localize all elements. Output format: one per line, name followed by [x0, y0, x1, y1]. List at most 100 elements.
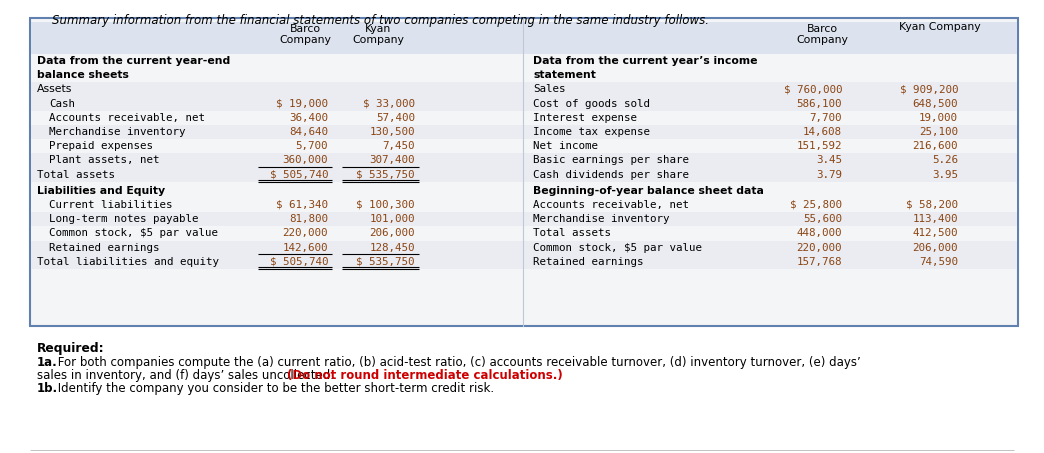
Text: Sales: Sales	[533, 84, 566, 94]
Text: Accounts receivable, net: Accounts receivable, net	[533, 200, 689, 210]
Text: $ 19,000: $ 19,000	[276, 99, 328, 109]
Text: Beginning-of-year balance sheet data: Beginning-of-year balance sheet data	[533, 186, 764, 196]
Text: 220,000: 220,000	[283, 228, 328, 238]
Text: Current liabilities: Current liabilities	[49, 200, 172, 210]
Text: balance sheets: balance sheets	[37, 70, 128, 80]
Text: 3.79: 3.79	[816, 169, 843, 179]
Text: $ 505,740: $ 505,740	[269, 257, 328, 267]
Bar	[31, 226, 1017, 241]
Text: Prepaid expenses: Prepaid expenses	[49, 141, 153, 151]
Text: 25,100: 25,100	[919, 127, 958, 137]
Text: Company: Company	[279, 35, 331, 45]
Text: $ 100,300: $ 100,300	[356, 200, 416, 210]
Text: 307,400: 307,400	[370, 155, 416, 165]
Text: Data from the current year’s income: Data from the current year’s income	[533, 56, 758, 66]
Text: Net income: Net income	[533, 141, 598, 151]
Text: Plant assets, net: Plant assets, net	[49, 155, 160, 165]
Text: Basic earnings per share: Basic earnings per share	[533, 155, 689, 165]
Text: Assets: Assets	[37, 84, 72, 94]
Text: Identify the company you consider to be the better short-term credit risk.: Identify the company you consider to be …	[54, 382, 494, 395]
Text: Company: Company	[352, 35, 404, 45]
Text: 74,590: 74,590	[919, 257, 958, 267]
Text: 130,500: 130,500	[370, 127, 416, 137]
Text: 57,400: 57,400	[376, 113, 416, 123]
Bar	[31, 125, 1017, 139]
Bar	[31, 241, 1017, 255]
Text: Required:: Required:	[37, 342, 104, 355]
Text: 448,000: 448,000	[797, 228, 843, 238]
Text: 360,000: 360,000	[283, 155, 328, 165]
Text: $ 909,200: $ 909,200	[900, 84, 958, 94]
Text: 113,400: 113,400	[912, 214, 958, 224]
Text: Kyan Company: Kyan Company	[899, 22, 980, 32]
Text: Retained earnings: Retained earnings	[533, 257, 643, 267]
Text: Interest expense: Interest expense	[533, 113, 637, 123]
Text: For both companies compute the (a) current ratio, (b) acid-test ratio, (c) accou: For both companies compute the (a) curre…	[54, 356, 860, 369]
Text: Common stock, $5 par value: Common stock, $5 par value	[49, 228, 218, 238]
Text: 1b.: 1b.	[37, 382, 58, 395]
Text: Cost of goods sold: Cost of goods sold	[533, 99, 650, 109]
Bar	[31, 184, 1017, 198]
Text: Common stock, $5 par value: Common stock, $5 par value	[533, 243, 702, 253]
Text: 5.26: 5.26	[932, 155, 958, 165]
Text: 55,600: 55,600	[803, 214, 843, 224]
Text: (Do not round intermediate calculations.): (Do not round intermediate calculations.…	[287, 369, 563, 382]
Bar	[31, 96, 1017, 111]
Text: $ 535,750: $ 535,750	[356, 169, 416, 179]
Text: $ 25,800: $ 25,800	[790, 200, 843, 210]
Text: 7,700: 7,700	[809, 113, 843, 123]
Text: Company: Company	[797, 35, 848, 45]
Text: 14,608: 14,608	[803, 127, 843, 137]
Text: 7,450: 7,450	[382, 141, 416, 151]
Text: 586,100: 586,100	[797, 99, 843, 109]
Text: Income tax expense: Income tax expense	[533, 127, 650, 137]
Text: 206,000: 206,000	[912, 243, 958, 253]
Text: 3.95: 3.95	[932, 169, 958, 179]
Text: Total assets: Total assets	[533, 228, 611, 238]
Bar	[31, 198, 1017, 212]
Text: 5,700: 5,700	[295, 141, 328, 151]
Text: sales in inventory, and (f) days’ sales uncollected.: sales in inventory, and (f) days’ sales …	[37, 369, 338, 382]
Text: 142,600: 142,600	[283, 243, 328, 253]
Text: 412,500: 412,500	[912, 228, 958, 238]
Text: Kyan: Kyan	[364, 24, 392, 34]
Text: 157,768: 157,768	[797, 257, 843, 267]
Text: Merchandise inventory: Merchandise inventory	[533, 214, 669, 224]
Text: Cash dividends per share: Cash dividends per share	[533, 169, 689, 179]
Bar	[31, 255, 1017, 269]
Text: Summary information from the financial statements of two companies competing in : Summary information from the financial s…	[52, 14, 709, 27]
Text: 84,640: 84,640	[289, 127, 328, 137]
Text: 206,000: 206,000	[370, 228, 416, 238]
Text: 648,500: 648,500	[912, 99, 958, 109]
Bar	[31, 22, 1017, 54]
Bar	[31, 111, 1017, 125]
Text: 128,450: 128,450	[370, 243, 416, 253]
Bar	[31, 82, 1017, 96]
Text: 1a.: 1a.	[37, 356, 57, 369]
Text: Merchandise inventory: Merchandise inventory	[49, 127, 186, 137]
Text: 216,600: 216,600	[912, 141, 958, 151]
Text: $ 535,750: $ 535,750	[356, 257, 416, 267]
Bar	[31, 154, 1017, 168]
Text: Accounts receivable, net: Accounts receivable, net	[49, 113, 205, 123]
Text: 36,400: 36,400	[289, 113, 328, 123]
Text: Cash: Cash	[49, 99, 75, 109]
Text: Data from the current year-end: Data from the current year-end	[37, 56, 231, 66]
Text: $ 33,000: $ 33,000	[363, 99, 416, 109]
Text: Long-term notes payable: Long-term notes payable	[49, 214, 198, 224]
Text: 3.45: 3.45	[816, 155, 843, 165]
Text: Barco: Barco	[289, 24, 321, 34]
Bar	[31, 168, 1017, 182]
Text: 81,800: 81,800	[289, 214, 328, 224]
Bar	[31, 54, 1017, 82]
Bar	[31, 139, 1017, 154]
Text: Retained earnings: Retained earnings	[49, 243, 160, 253]
Bar	[30, 18, 1018, 326]
Text: Total assets: Total assets	[37, 169, 115, 179]
Text: $ 505,740: $ 505,740	[269, 169, 328, 179]
Text: 101,000: 101,000	[370, 214, 416, 224]
Text: 19,000: 19,000	[919, 113, 958, 123]
Text: $ 61,340: $ 61,340	[276, 200, 328, 210]
Text: Total liabilities and equity: Total liabilities and equity	[37, 257, 219, 267]
Text: Barco: Barco	[806, 24, 837, 34]
